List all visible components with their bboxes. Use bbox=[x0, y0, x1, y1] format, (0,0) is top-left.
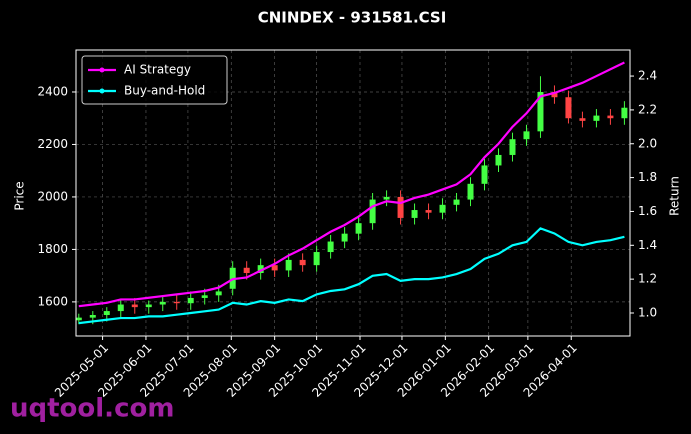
y-tick-label: 2200 bbox=[37, 137, 68, 151]
candle-body bbox=[355, 223, 362, 234]
legend-label: AI Strategy bbox=[124, 63, 191, 77]
y2-tick-label: 2.0 bbox=[638, 136, 657, 150]
legend-label: Buy-and-Hold bbox=[124, 84, 205, 98]
candle-body bbox=[523, 131, 530, 140]
y2-axis-label: Return bbox=[668, 176, 682, 216]
candle-body bbox=[425, 210, 432, 213]
y2-tick-label: 1.8 bbox=[638, 170, 657, 184]
candle-body bbox=[271, 265, 278, 271]
candle-body bbox=[411, 210, 418, 218]
candle-body bbox=[257, 265, 264, 274]
series-line bbox=[78, 61, 625, 308]
candle-body bbox=[551, 91, 558, 98]
candle-body bbox=[187, 297, 194, 304]
candle-body bbox=[159, 301, 166, 305]
candle-body bbox=[495, 154, 502, 166]
y2-tick-label: 1.0 bbox=[638, 305, 657, 319]
candle-body bbox=[509, 139, 516, 155]
candle-body bbox=[341, 233, 348, 242]
candle-body bbox=[201, 295, 208, 298]
y-axis-label: Price bbox=[13, 181, 27, 210]
candle-body bbox=[313, 252, 320, 266]
candle-body bbox=[131, 304, 138, 308]
candle-body bbox=[565, 97, 572, 119]
candle-body bbox=[89, 315, 96, 318]
candle-body bbox=[453, 199, 460, 205]
candle-body bbox=[117, 304, 124, 312]
candle-body bbox=[103, 311, 110, 316]
candle-body bbox=[579, 118, 586, 121]
y2-tick-label: 1.6 bbox=[638, 204, 657, 218]
candle-body bbox=[467, 183, 474, 200]
candle-body bbox=[481, 165, 488, 184]
candle-body bbox=[215, 291, 222, 296]
legend-marker bbox=[99, 67, 105, 73]
watermark: uqtool.com bbox=[10, 394, 174, 424]
candle-body bbox=[75, 317, 82, 321]
candle-body bbox=[593, 115, 600, 121]
candle-body bbox=[243, 267, 250, 274]
candle-body bbox=[607, 115, 614, 119]
y-tick-label: 2400 bbox=[37, 84, 68, 98]
legend-box bbox=[81, 55, 228, 105]
series-line bbox=[78, 227, 625, 325]
y-tick-label: 2000 bbox=[37, 189, 68, 203]
candle-body bbox=[621, 107, 628, 119]
candle-body bbox=[369, 199, 376, 224]
candle-body bbox=[397, 196, 404, 218]
candle-body bbox=[299, 259, 306, 266]
candle-body bbox=[285, 259, 292, 271]
candle-body bbox=[537, 91, 544, 132]
candle-body bbox=[439, 204, 446, 213]
chart-title: CNINDEX - 931581.CSI bbox=[258, 9, 447, 27]
y2-tick-label: 2.2 bbox=[638, 102, 657, 116]
candle-body bbox=[145, 304, 152, 308]
candle-body bbox=[327, 241, 334, 253]
legend-marker bbox=[99, 88, 105, 94]
y-tick-label: 1800 bbox=[37, 242, 68, 256]
plot-frame bbox=[75, 49, 631, 337]
y2-tick-label: 1.4 bbox=[638, 238, 657, 252]
y2-tick-label: 1.2 bbox=[638, 272, 657, 286]
y2-tick-label: 2.4 bbox=[638, 69, 657, 83]
candle-body bbox=[383, 196, 390, 200]
y-tick-label: 1600 bbox=[37, 294, 68, 308]
candle-body bbox=[173, 301, 180, 304]
